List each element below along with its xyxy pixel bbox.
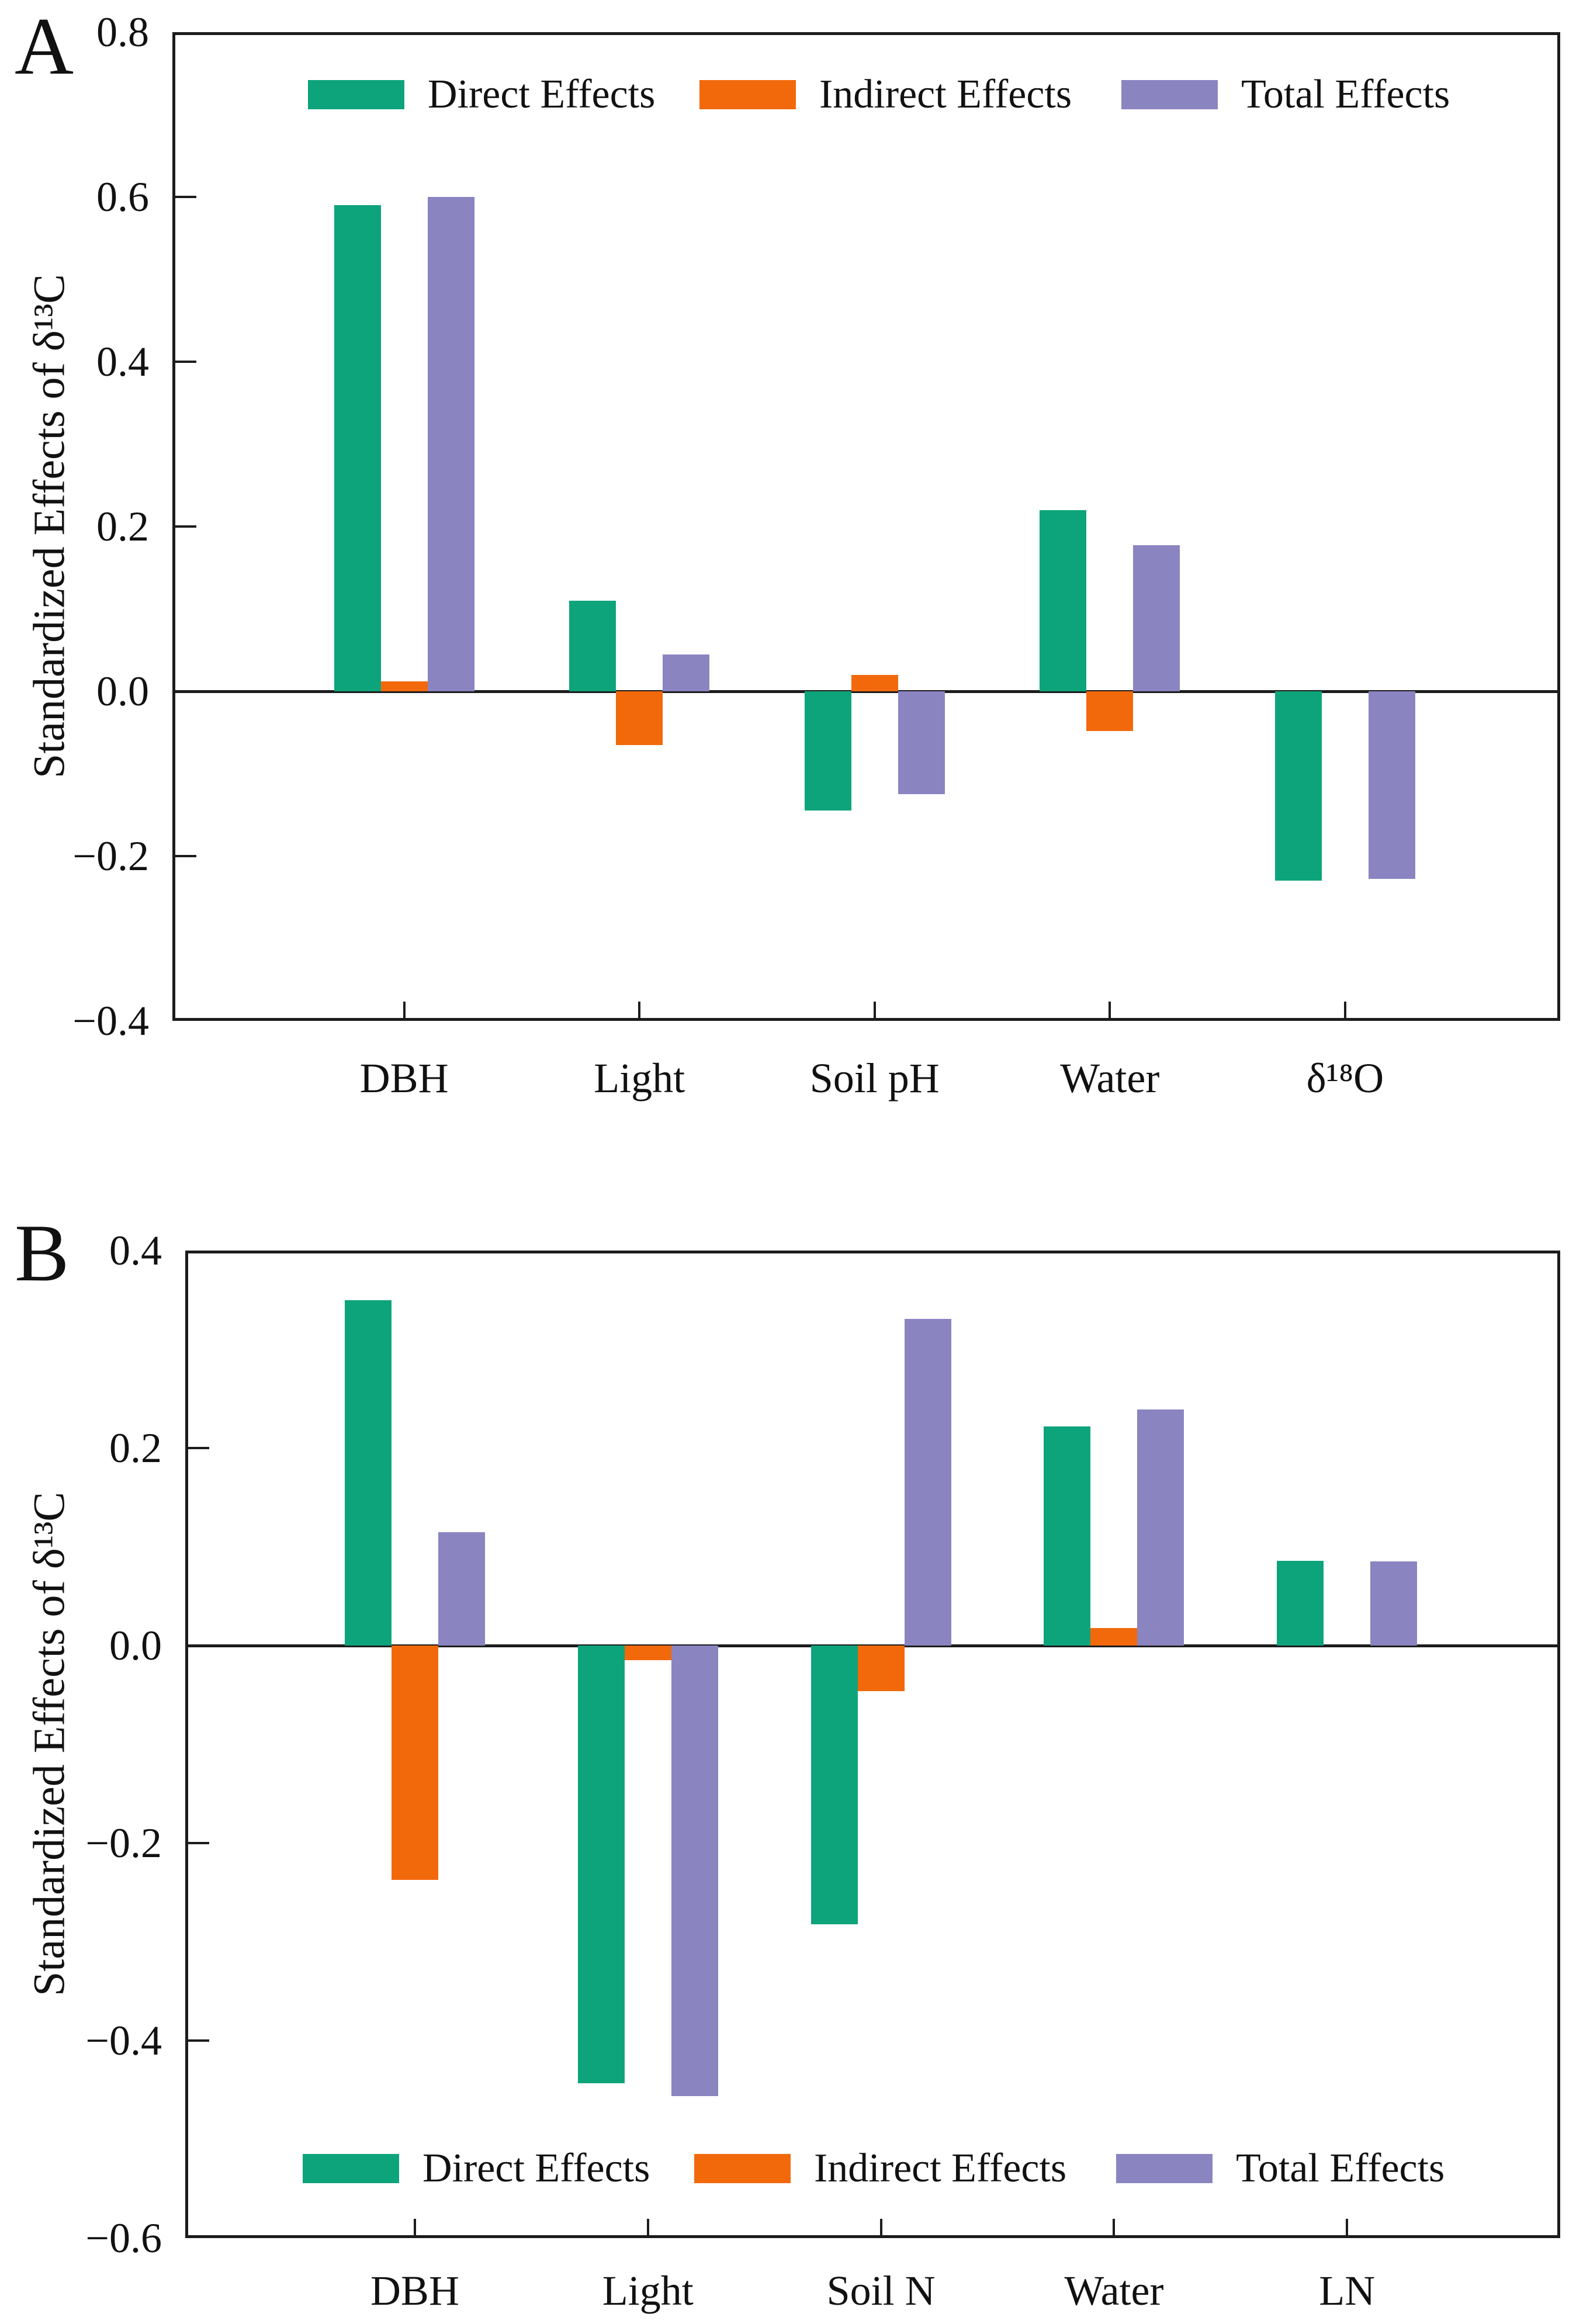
bar-Light-direct <box>577 1646 625 2083</box>
y-tick-mark <box>188 1447 209 1449</box>
legend-swatch-direct <box>303 2154 399 2183</box>
x-tick-mark <box>1343 1002 1346 1018</box>
bar-Water-total <box>1133 545 1180 691</box>
bar-Light-direct <box>569 600 616 691</box>
bar-Water-direct <box>1040 510 1087 691</box>
bar-DBH-indirect <box>380 681 428 691</box>
bar-Water-indirect <box>1086 691 1134 731</box>
legend-label-direct: Direct Effects <box>422 2146 650 2191</box>
legend-label-indirect: Indirect Effects <box>814 2146 1067 2191</box>
x-tick-label: Water <box>1060 1055 1160 1102</box>
bar-Water-total <box>1137 1409 1184 1646</box>
legend-label-total: Total Effects <box>1236 2146 1445 2191</box>
y-tick-mark <box>175 855 196 857</box>
bar-Light-total <box>671 1646 718 2096</box>
y-tick-label: 0.8 <box>96 9 149 56</box>
x-tick-mark <box>638 1002 641 1018</box>
legend-swatch-total <box>1116 2154 1213 2183</box>
bar-Light-total <box>663 654 710 691</box>
x-tick-mark <box>646 2219 649 2235</box>
y-tick-mark <box>175 525 196 528</box>
bar-LN-total <box>1370 1561 1418 1646</box>
zero-axis-line <box>172 690 1560 693</box>
plot-area-a <box>172 32 1560 1021</box>
bar-DBH-total <box>438 1532 485 1646</box>
bar-δ¹⁸O-direct <box>1274 691 1322 881</box>
y-tick-label: 0.4 <box>96 338 149 385</box>
y-tick-mark <box>175 361 196 363</box>
x-tick-mark <box>403 1002 406 1018</box>
legend-label-total: Total Effects <box>1241 72 1450 117</box>
x-tick-mark <box>413 2219 416 2235</box>
bar-Soil-N-total <box>904 1318 951 1646</box>
legend-swatch-total <box>1121 80 1218 109</box>
y-tick-label: 0.2 <box>96 503 149 550</box>
y-tick-mark <box>188 1644 209 1647</box>
legend-swatch-indirect <box>694 2154 791 2183</box>
y-tick-label: −0.6 <box>85 2215 162 2261</box>
legend-swatch-direct <box>308 80 404 109</box>
bar-δ¹⁸O-total <box>1368 691 1415 879</box>
x-tick-label: Light <box>594 1055 685 1102</box>
legend-swatch-indirect <box>699 80 796 109</box>
bar-Water-direct <box>1044 1426 1091 1646</box>
y-tick-mark <box>175 690 196 692</box>
legend-label-indirect: Indirect Effects <box>819 72 1072 117</box>
x-tick-mark <box>879 2219 882 2235</box>
bar-DBH-indirect <box>391 1646 438 1880</box>
x-tick-mark <box>873 1002 876 1018</box>
y-tick-label: 0.0 <box>96 668 149 715</box>
bar-DBH-total <box>427 197 474 691</box>
y-tick-label: −0.4 <box>72 998 149 1044</box>
bar-Soil-pH-direct <box>804 691 851 811</box>
y-tick-label: −0.2 <box>72 833 149 879</box>
x-tick-mark <box>1113 2219 1116 2235</box>
legend-label-direct: Direct Effects <box>428 72 656 117</box>
y-tick-mark <box>188 2039 209 2042</box>
x-tick-label: DBH <box>370 2267 459 2314</box>
y-tick-mark <box>175 196 196 198</box>
y-tick-mark <box>188 1842 209 1844</box>
bar-Soil-pH-total <box>898 691 945 795</box>
bar-DBH-direct <box>344 1300 392 1646</box>
y-axis-title-b: Standardized Effects of δ¹³C <box>25 1492 74 1997</box>
x-tick-label: Soil N <box>826 2267 936 2314</box>
x-tick-mark <box>1346 2219 1349 2235</box>
x-tick-label: δ¹⁸O <box>1306 1055 1384 1102</box>
x-tick-mark <box>1109 1002 1111 1018</box>
y-tick-label: −0.2 <box>85 1820 162 1866</box>
bar-Soil-N-direct <box>810 1646 858 1924</box>
bar-Soil-pH-indirect <box>851 674 898 691</box>
panel-b-label: B <box>15 1208 70 1298</box>
bar-Water-indirect <box>1090 1627 1138 1646</box>
bar-Light-indirect <box>616 691 663 745</box>
y-tick-label: 0.4 <box>109 1227 162 1274</box>
y-tick-label: 0.0 <box>109 1622 162 1669</box>
y-tick-label: −0.4 <box>85 2017 162 2064</box>
bar-DBH-direct <box>334 205 381 691</box>
bar-LN-direct <box>1277 1560 1324 1646</box>
x-tick-label: Water <box>1064 2267 1164 2314</box>
x-tick-label: Soil pH <box>809 1055 940 1102</box>
x-tick-label: LN <box>1319 2267 1376 2314</box>
bar-Soil-N-indirect <box>857 1646 905 1691</box>
x-tick-label: Light <box>602 2267 694 2314</box>
x-tick-label: DBH <box>359 1055 449 1102</box>
panel-a-label: A <box>15 1 74 92</box>
bar-Light-indirect <box>624 1646 671 1661</box>
y-tick-label: 0.2 <box>109 1425 162 1471</box>
y-tick-label: 0.6 <box>96 174 149 220</box>
